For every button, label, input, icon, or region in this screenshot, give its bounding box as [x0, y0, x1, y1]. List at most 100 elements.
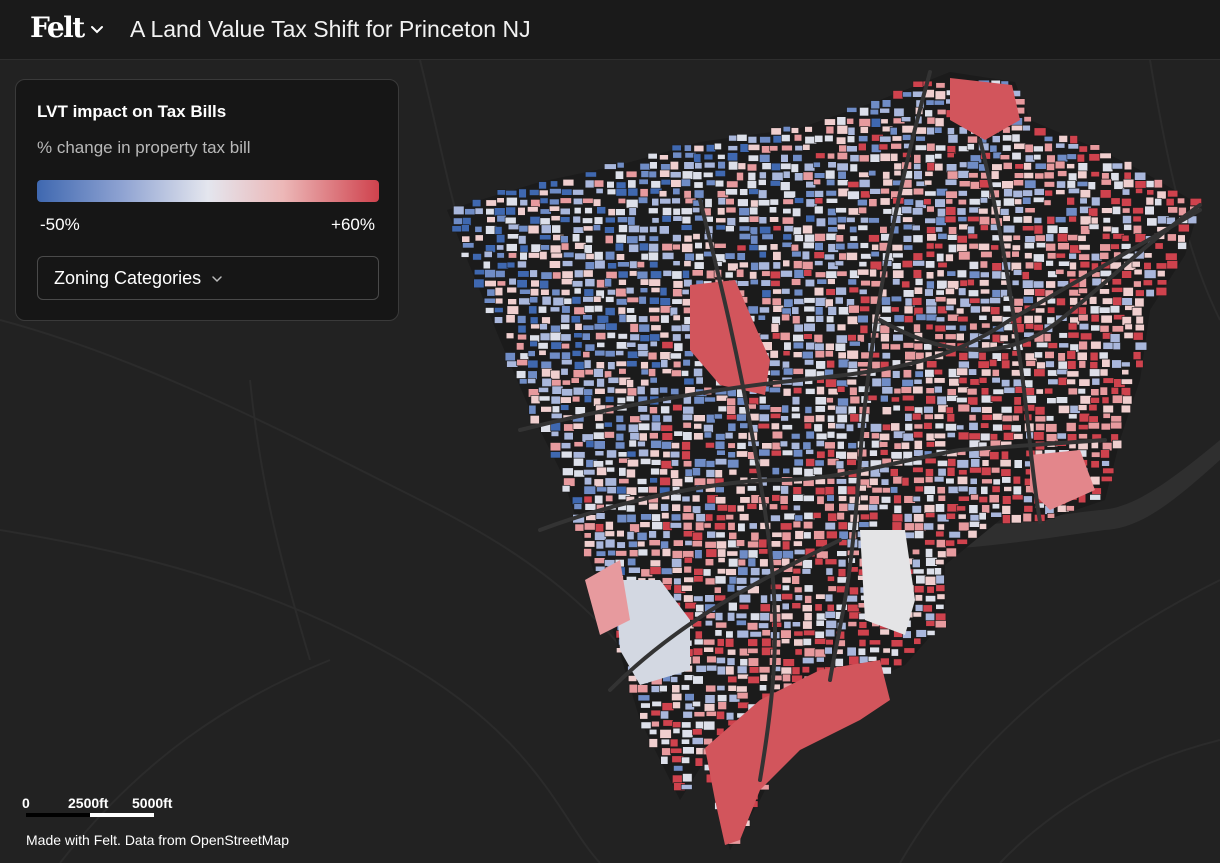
parcel[interactable]: [893, 107, 905, 117]
parcel[interactable]: [757, 314, 766, 321]
parcel[interactable]: [924, 539, 936, 546]
parcel[interactable]: [1079, 261, 1091, 269]
parcel[interactable]: [550, 341, 563, 350]
parcel[interactable]: [990, 244, 999, 251]
parcel[interactable]: [1101, 460, 1110, 467]
parcel[interactable]: [484, 280, 497, 287]
parcel[interactable]: [955, 505, 966, 512]
parcel[interactable]: [747, 675, 760, 684]
parcel[interactable]: [924, 171, 934, 177]
parcel[interactable]: [694, 549, 703, 559]
parcel[interactable]: [681, 584, 693, 592]
parcel[interactable]: [801, 568, 812, 575]
parcel[interactable]: [618, 224, 628, 233]
parcel[interactable]: [849, 235, 858, 242]
parcel[interactable]: [1120, 378, 1133, 385]
parcel[interactable]: [659, 154, 669, 161]
parcel[interactable]: [935, 530, 945, 538]
parcel[interactable]: [1100, 449, 1110, 459]
parcel[interactable]: [757, 189, 768, 199]
parcel[interactable]: [1145, 289, 1155, 297]
parcel[interactable]: [893, 494, 902, 504]
parcel[interactable]: [738, 593, 751, 604]
parcel[interactable]: [529, 415, 540, 425]
parcel[interactable]: [1167, 190, 1179, 198]
parcel[interactable]: [714, 440, 726, 450]
parcel[interactable]: [1054, 160, 1066, 170]
parcel[interactable]: [584, 179, 595, 189]
parcel[interactable]: [836, 413, 848, 423]
parcel[interactable]: [626, 468, 636, 479]
parcel[interactable]: [615, 350, 625, 356]
parcel[interactable]: [925, 395, 936, 405]
parcel[interactable]: [483, 250, 493, 258]
parcel[interactable]: [979, 523, 987, 530]
parcel[interactable]: [474, 234, 484, 242]
parcel[interactable]: [790, 442, 801, 450]
parcel[interactable]: [616, 396, 626, 404]
parcel[interactable]: [835, 286, 847, 296]
parcel[interactable]: [813, 423, 823, 433]
parcel[interactable]: [946, 432, 956, 438]
parcel[interactable]: [724, 432, 734, 440]
parcel[interactable]: [648, 539, 661, 547]
parcel[interactable]: [758, 548, 769, 555]
parcel[interactable]: [837, 397, 849, 408]
parcel[interactable]: [583, 540, 596, 548]
parcel[interactable]: [595, 188, 604, 194]
parcel[interactable]: [738, 603, 750, 610]
parcel[interactable]: [1033, 253, 1045, 263]
parcel[interactable]: [604, 307, 616, 316]
parcel[interactable]: [592, 198, 602, 207]
parcel[interactable]: [846, 458, 857, 466]
parcel[interactable]: [937, 262, 948, 269]
parcel[interactable]: [661, 243, 674, 252]
parcel[interactable]: [716, 710, 725, 720]
parcel[interactable]: [825, 639, 834, 646]
parcel[interactable]: [727, 675, 738, 683]
parcel[interactable]: [637, 422, 651, 431]
parcel[interactable]: [780, 666, 792, 676]
parcel[interactable]: [980, 288, 991, 295]
parcel[interactable]: [981, 504, 990, 514]
parcel[interactable]: [669, 171, 682, 179]
parcel[interactable]: [737, 198, 749, 207]
parcel[interactable]: [944, 539, 955, 547]
parcel[interactable]: [781, 216, 795, 225]
parcel[interactable]: [660, 460, 673, 470]
parcel[interactable]: [561, 388, 573, 397]
parcel[interactable]: [848, 655, 860, 666]
parcel[interactable]: [716, 638, 725, 647]
parcel[interactable]: [750, 612, 761, 621]
parcel[interactable]: [559, 216, 571, 223]
parcel[interactable]: [847, 190, 860, 200]
parcel[interactable]: [937, 494, 946, 502]
parcel[interactable]: [738, 261, 749, 269]
parcel[interactable]: [737, 701, 750, 709]
parcel[interactable]: [1056, 154, 1069, 163]
parcel[interactable]: [694, 242, 703, 249]
parcel[interactable]: [946, 512, 956, 520]
parcel[interactable]: [780, 270, 793, 278]
parcel[interactable]: [726, 657, 736, 666]
parcel[interactable]: [779, 440, 788, 448]
parcel[interactable]: [1010, 424, 1022, 433]
parcel[interactable]: [571, 233, 581, 243]
parcel[interactable]: [648, 728, 658, 735]
parcel[interactable]: [728, 601, 738, 612]
parcel[interactable]: [505, 332, 515, 339]
parcel[interactable]: [560, 235, 569, 244]
parcel[interactable]: [703, 703, 716, 712]
parcel[interactable]: [736, 504, 745, 513]
parcel[interactable]: [717, 405, 728, 413]
parcel[interactable]: [1122, 178, 1135, 188]
parcel[interactable]: [540, 406, 552, 413]
parcel[interactable]: [857, 361, 869, 368]
parcel[interactable]: [703, 431, 712, 439]
parcel[interactable]: [1012, 190, 1024, 198]
parcel[interactable]: [650, 467, 660, 476]
parcel[interactable]: [561, 351, 571, 361]
parcel[interactable]: [583, 532, 592, 539]
parcel[interactable]: [749, 279, 759, 286]
parcel[interactable]: [769, 270, 782, 280]
